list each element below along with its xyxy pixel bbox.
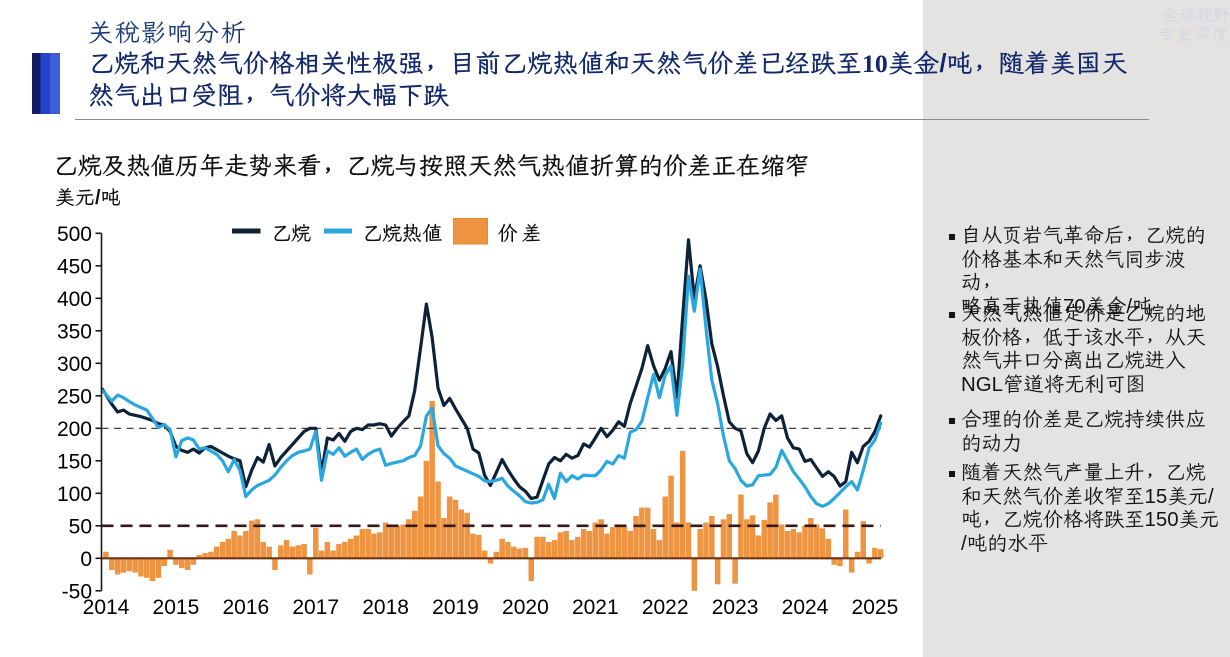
svg-text:150: 150 [57,450,92,473]
svg-text:400: 400 [57,288,92,311]
svg-text:2022: 2022 [642,596,689,619]
svg-text:2017: 2017 [292,596,339,619]
svg-text:2020: 2020 [502,596,549,619]
svg-text:450: 450 [57,255,92,278]
svg-text:2025: 2025 [852,596,899,619]
svg-text:250: 250 [57,385,92,408]
svg-text:2016: 2016 [222,596,269,619]
svg-text:2018: 2018 [362,596,409,619]
svg-text:2021: 2021 [572,596,619,619]
svg-text:0: 0 [80,548,92,571]
svg-text:-50: -50 [62,580,92,603]
svg-text:2019: 2019 [432,596,479,619]
svg-text:2024: 2024 [782,596,829,619]
svg-text:50: 50 [69,515,92,538]
svg-text:2023: 2023 [712,596,759,619]
svg-text:200: 200 [57,418,92,441]
svg-text:2014: 2014 [83,596,130,619]
svg-text:350: 350 [57,320,92,343]
svg-text:300: 300 [57,353,92,376]
svg-text:100: 100 [57,483,92,506]
svg-text:500: 500 [57,223,92,246]
svg-text:2015: 2015 [153,596,200,619]
